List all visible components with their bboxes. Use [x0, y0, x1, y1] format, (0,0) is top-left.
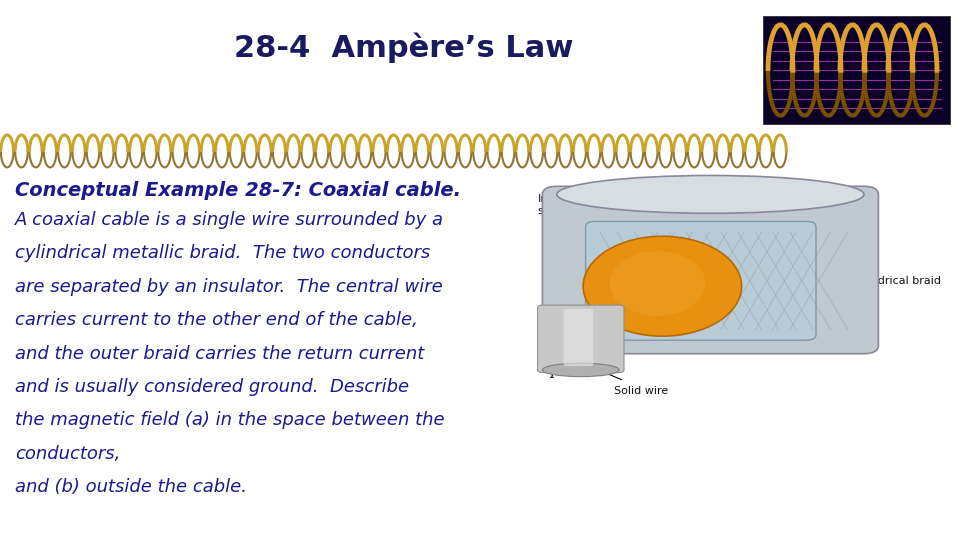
Text: r: r [674, 280, 680, 293]
FancyBboxPatch shape [763, 16, 950, 124]
Text: cylindrical metallic braid.  The two conductors: cylindrical metallic braid. The two cond… [15, 244, 431, 262]
Text: I: I [549, 367, 555, 381]
Ellipse shape [610, 251, 706, 316]
Text: are separated by an insulator.  The central wire: are separated by an insulator. The centr… [15, 278, 444, 295]
FancyBboxPatch shape [564, 309, 593, 366]
Text: Solid wire: Solid wire [614, 386, 669, 396]
Text: and the outer braid carries the return current: and the outer braid carries the return c… [15, 345, 424, 362]
FancyBboxPatch shape [538, 305, 624, 373]
Text: I: I [554, 293, 560, 307]
FancyBboxPatch shape [542, 186, 878, 354]
Ellipse shape [557, 176, 864, 213]
Text: carries current to the other end of the cable,: carries current to the other end of the … [15, 311, 419, 329]
Text: the magnetic field (a) in the space between the: the magnetic field (a) in the space betw… [15, 411, 445, 429]
FancyBboxPatch shape [586, 221, 816, 340]
Text: A coaxial cable is a single wire surrounded by a: A coaxial cable is a single wire surroun… [15, 211, 444, 228]
Text: and (b) outside the cable.: and (b) outside the cable. [15, 478, 248, 496]
Ellipse shape [583, 237, 741, 336]
Text: 28-4  Ampère’s Law: 28-4 Ampère’s Law [233, 32, 573, 63]
Text: Cylindrical braid: Cylindrical braid [850, 276, 941, 286]
Text: Conceptual Example 28-7: Coaxial cable.: Conceptual Example 28-7: Coaxial cable. [15, 181, 462, 200]
Text: Insulating
sleeve: Insulating sleeve [538, 194, 592, 216]
Ellipse shape [542, 363, 619, 377]
Text: and is usually considered ground.  Describe: and is usually considered ground. Descri… [15, 378, 410, 396]
Text: conductors,: conductors, [15, 445, 121, 463]
